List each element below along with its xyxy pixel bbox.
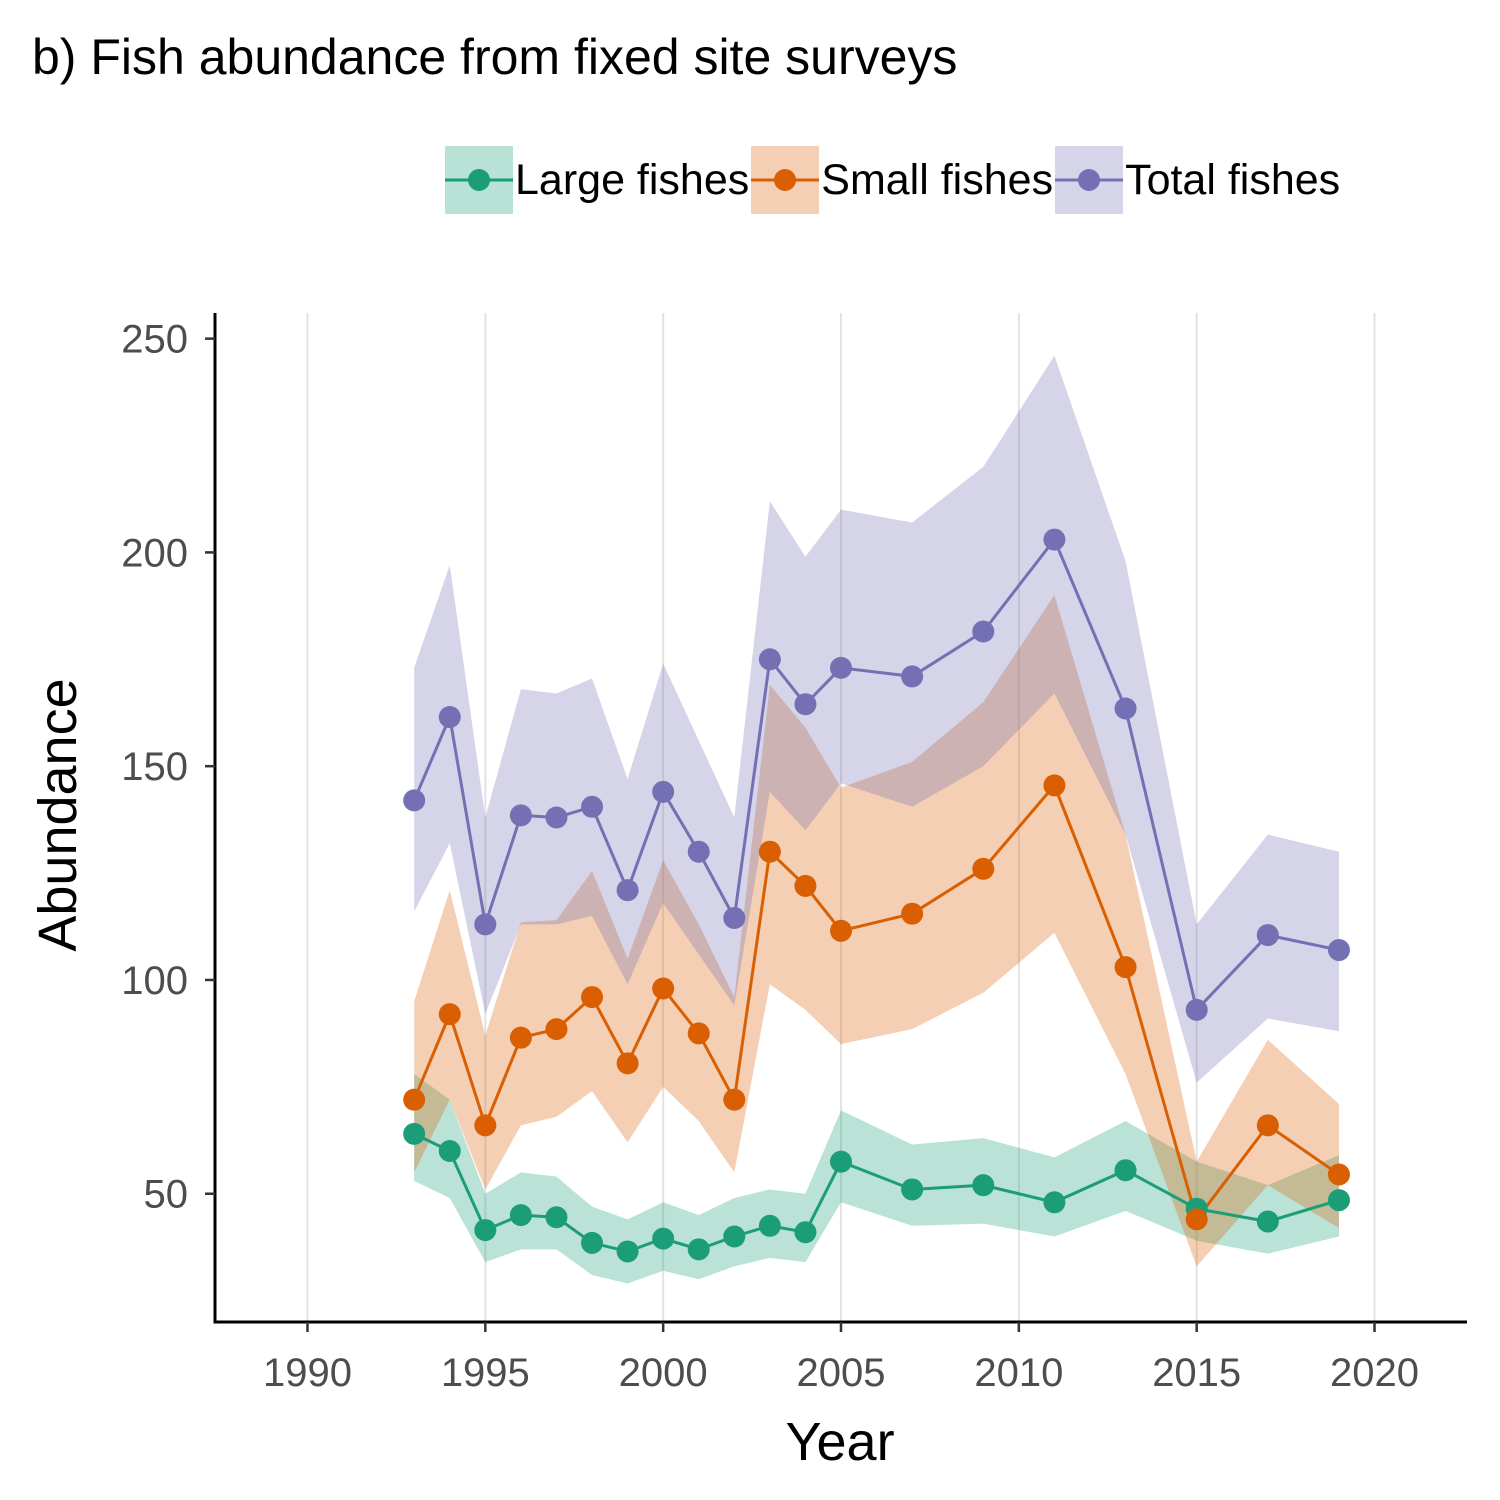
point-total-fishes-1995	[474, 913, 497, 936]
point-small-fishes-2009	[972, 857, 995, 880]
legend-key-small-fishes	[751, 146, 820, 214]
point-small-fishes-2019	[1327, 1163, 1350, 1186]
ribbon-total-fishes	[414, 355, 1339, 1083]
point-total-fishes-2009	[972, 620, 995, 643]
point-small-fishes-1997	[545, 1018, 568, 1041]
point-total-fishes-1996	[509, 804, 532, 827]
legend-label-large-fishes: Large fishes	[515, 155, 750, 204]
legend-key-large-fishes	[445, 146, 513, 214]
point-total-fishes-2013	[1114, 697, 1137, 720]
point-small-fishes-1998	[581, 986, 604, 1009]
point-total-fishes-2011	[1043, 528, 1066, 551]
point-total-fishes-2017	[1256, 924, 1279, 947]
point-total-fishes-2001	[687, 840, 710, 863]
y-tick-label-50: 50	[144, 1173, 189, 1217]
point-small-fishes-1999	[616, 1052, 639, 1075]
x-tick-label-2015: 2015	[1152, 1351, 1241, 1395]
legend: Large fishes Small fishes Total fishes	[445, 146, 1342, 214]
x-tick-label-2010: 2010	[974, 1351, 1063, 1395]
confidence-ribbons	[414, 355, 1339, 1284]
legend-key-total-fishes	[1055, 146, 1124, 214]
point-small-fishes-2003	[758, 840, 781, 863]
point-large-fishes-2013	[1114, 1159, 1137, 1182]
point-total-fishes-2015	[1185, 998, 1208, 1021]
point-small-fishes-2004	[794, 874, 817, 897]
point-large-fishes-1993	[403, 1122, 426, 1145]
point-total-fishes-2007	[901, 665, 924, 688]
point-large-fishes-2004	[794, 1221, 817, 1244]
legend-item-small-fishes: Small fishes	[751, 146, 1053, 214]
point-large-fishes-2017	[1256, 1210, 1279, 1233]
point-total-fishes-1993	[403, 789, 426, 812]
point-small-fishes-2007	[901, 902, 924, 925]
point-large-fishes-2002	[723, 1225, 746, 1248]
point-small-fishes-2011	[1043, 774, 1066, 797]
x-tick-label-2020: 2020	[1330, 1351, 1419, 1395]
point-large-fishes-2011	[1043, 1191, 1066, 1214]
point-small-fishes-2005	[830, 919, 852, 942]
y-tick-label-100: 100	[121, 959, 188, 1003]
legend-label-total-fishes: Total fishes	[1125, 155, 1341, 204]
point-large-fishes-2003	[758, 1214, 781, 1237]
point-small-fishes-1994	[438, 1003, 461, 1026]
point-large-fishes-1996	[509, 1204, 532, 1227]
x-tick-label-2000: 2000	[619, 1351, 708, 1395]
point-small-fishes-1996	[509, 1026, 532, 1049]
x-axis-title: Year	[785, 1412, 894, 1472]
point-small-fishes-2015	[1185, 1208, 1208, 1231]
point-total-fishes-2004	[794, 693, 817, 716]
point-large-fishes-2001	[687, 1238, 710, 1261]
point-small-fishes-2000	[652, 977, 675, 1000]
point-total-fishes-1997	[545, 806, 568, 829]
point-small-fishes-2013	[1114, 956, 1137, 979]
point-large-fishes-2005	[830, 1150, 852, 1173]
ribbon-small-fishes	[414, 595, 1339, 1267]
legend-item-large-fishes: Large fishes	[445, 146, 749, 214]
point-small-fishes-2002	[723, 1088, 746, 1111]
point-total-fishes-2002	[723, 906, 746, 929]
point-large-fishes-2007	[901, 1178, 924, 1201]
y-tick-label-250: 250	[121, 318, 188, 362]
legend-item-total-fishes: Total fishes	[1055, 146, 1340, 214]
point-large-fishes-1997	[545, 1206, 568, 1229]
point-total-fishes-2019	[1327, 939, 1350, 962]
point-large-fishes-1998	[581, 1231, 604, 1254]
chart-title: b) Fish abundance from fixed site survey…	[32, 29, 958, 85]
x-tick-label-2005: 2005	[797, 1351, 886, 1395]
point-small-fishes-2017	[1256, 1114, 1279, 1137]
point-small-fishes-1993	[403, 1088, 426, 1111]
point-total-fishes-1999	[616, 879, 639, 902]
y-tick-label-150: 150	[121, 745, 188, 789]
point-large-fishes-2000	[652, 1227, 675, 1250]
point-large-fishes-1995	[474, 1219, 497, 1242]
axes: 50 100 150 200 250 1990 1995 2000 2005 2010 2015 20…	[121, 313, 1467, 1395]
point-total-fishes-1994	[438, 706, 461, 729]
point-large-fishes-2009	[972, 1174, 995, 1197]
legend-label-small-fishes: Small fishes	[821, 155, 1054, 204]
point-large-fishes-1994	[438, 1139, 461, 1162]
point-total-fishes-2003	[758, 648, 781, 671]
point-small-fishes-1995	[474, 1114, 497, 1137]
point-total-fishes-1998	[581, 795, 604, 818]
x-tick-label-1995: 1995	[441, 1351, 530, 1395]
point-large-fishes-2019	[1327, 1189, 1350, 1212]
point-total-fishes-2005	[830, 656, 852, 679]
point-small-fishes-2001	[687, 1022, 710, 1045]
series-points	[403, 528, 1350, 1263]
y-axis-title: Abundance	[28, 678, 88, 951]
point-large-fishes-1999	[616, 1240, 639, 1263]
y-tick-label-200: 200	[121, 531, 188, 575]
x-tick-label-1990: 1990	[263, 1351, 352, 1395]
ribbon-large-fishes	[414, 1074, 1339, 1284]
point-total-fishes-2000	[652, 780, 675, 803]
